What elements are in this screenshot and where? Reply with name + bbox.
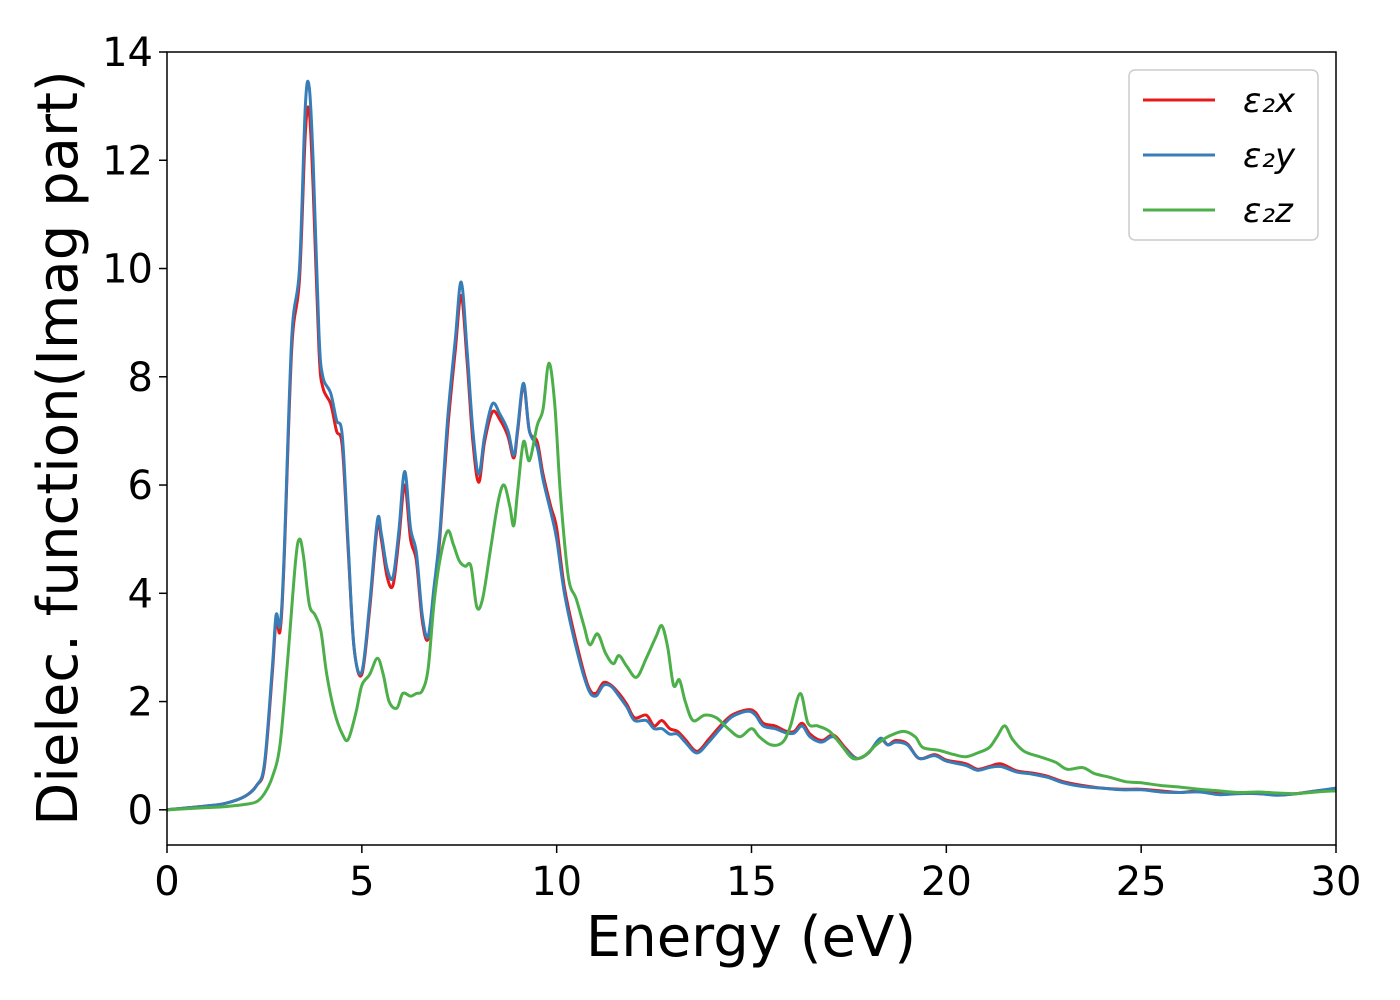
x-tick-label: 0 (154, 859, 179, 905)
legend-entry-eps2y-label: ε₂y (1243, 136, 1296, 176)
y-tick-label: 4 (128, 571, 153, 617)
y-tick-label: 10 (102, 247, 153, 293)
y-tick-label: 0 (128, 788, 153, 834)
x-tick-label: 20 (921, 859, 972, 905)
series-layer (167, 79, 1336, 812)
x-tick-label: 25 (1116, 859, 1167, 905)
x-axis: 0 5 10 15 20 25 30 (154, 845, 1361, 905)
legend-box (1128, 69, 1319, 241)
x-tick-label: 10 (531, 859, 582, 905)
y-tick-label: 8 (128, 355, 153, 401)
y-axis-title: Dielec. function(Imag part) (26, 70, 91, 826)
y-tick-label: 12 (102, 138, 153, 184)
x-tick-label: 30 (1311, 859, 1362, 905)
y-tick-label: 2 (128, 680, 153, 726)
series-line-eps2y (167, 79, 1336, 812)
x-tick-label: 15 (726, 859, 777, 905)
y-axis: 0 2 4 6 8 10 12 14 (102, 30, 167, 834)
x-axis-title: Energy (eV) (586, 905, 916, 970)
y-tick-label: 14 (102, 30, 153, 76)
y-tick-label: 6 (128, 463, 153, 509)
legend-entry-eps2z-label: ε₂z (1243, 191, 1294, 231)
x-tick-label: 5 (349, 859, 374, 905)
legend: ε₂x ε₂y ε₂z (1128, 69, 1319, 241)
legend-entry-eps2x-label: ε₂x (1243, 81, 1296, 121)
series-line-eps2z (167, 361, 1336, 812)
